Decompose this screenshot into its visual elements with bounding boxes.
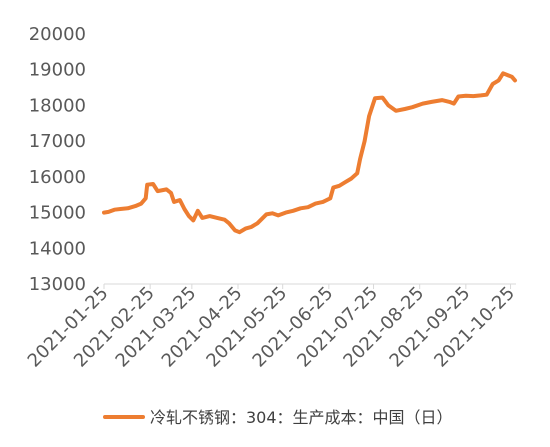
y-tick-label: 19000 — [29, 60, 86, 81]
y-tick-label: 18000 — [29, 95, 86, 116]
y-tick-label: 17000 — [29, 131, 86, 152]
y-tick-label: 20000 — [29, 24, 86, 45]
y-tick-label: 15000 — [29, 203, 86, 224]
y-tick-label: 13000 — [29, 274, 86, 295]
x-axis: 2021-01-252021-02-252021-03-252021-04-25… — [24, 283, 519, 372]
y-tick-label: 16000 — [29, 167, 86, 188]
series-layer — [102, 71, 517, 235]
legend-label: 冷轧不锈钢：304：生产成本：中国（日） — [150, 408, 453, 427]
legend: 冷轧不锈钢：304：生产成本：中国（日） — [103, 408, 453, 427]
series-line — [102, 71, 517, 235]
y-tick-label: 14000 — [29, 238, 86, 259]
y-axis: 13000 14000 15000 16000 17000 18000 19000 20000 — [29, 24, 86, 295]
